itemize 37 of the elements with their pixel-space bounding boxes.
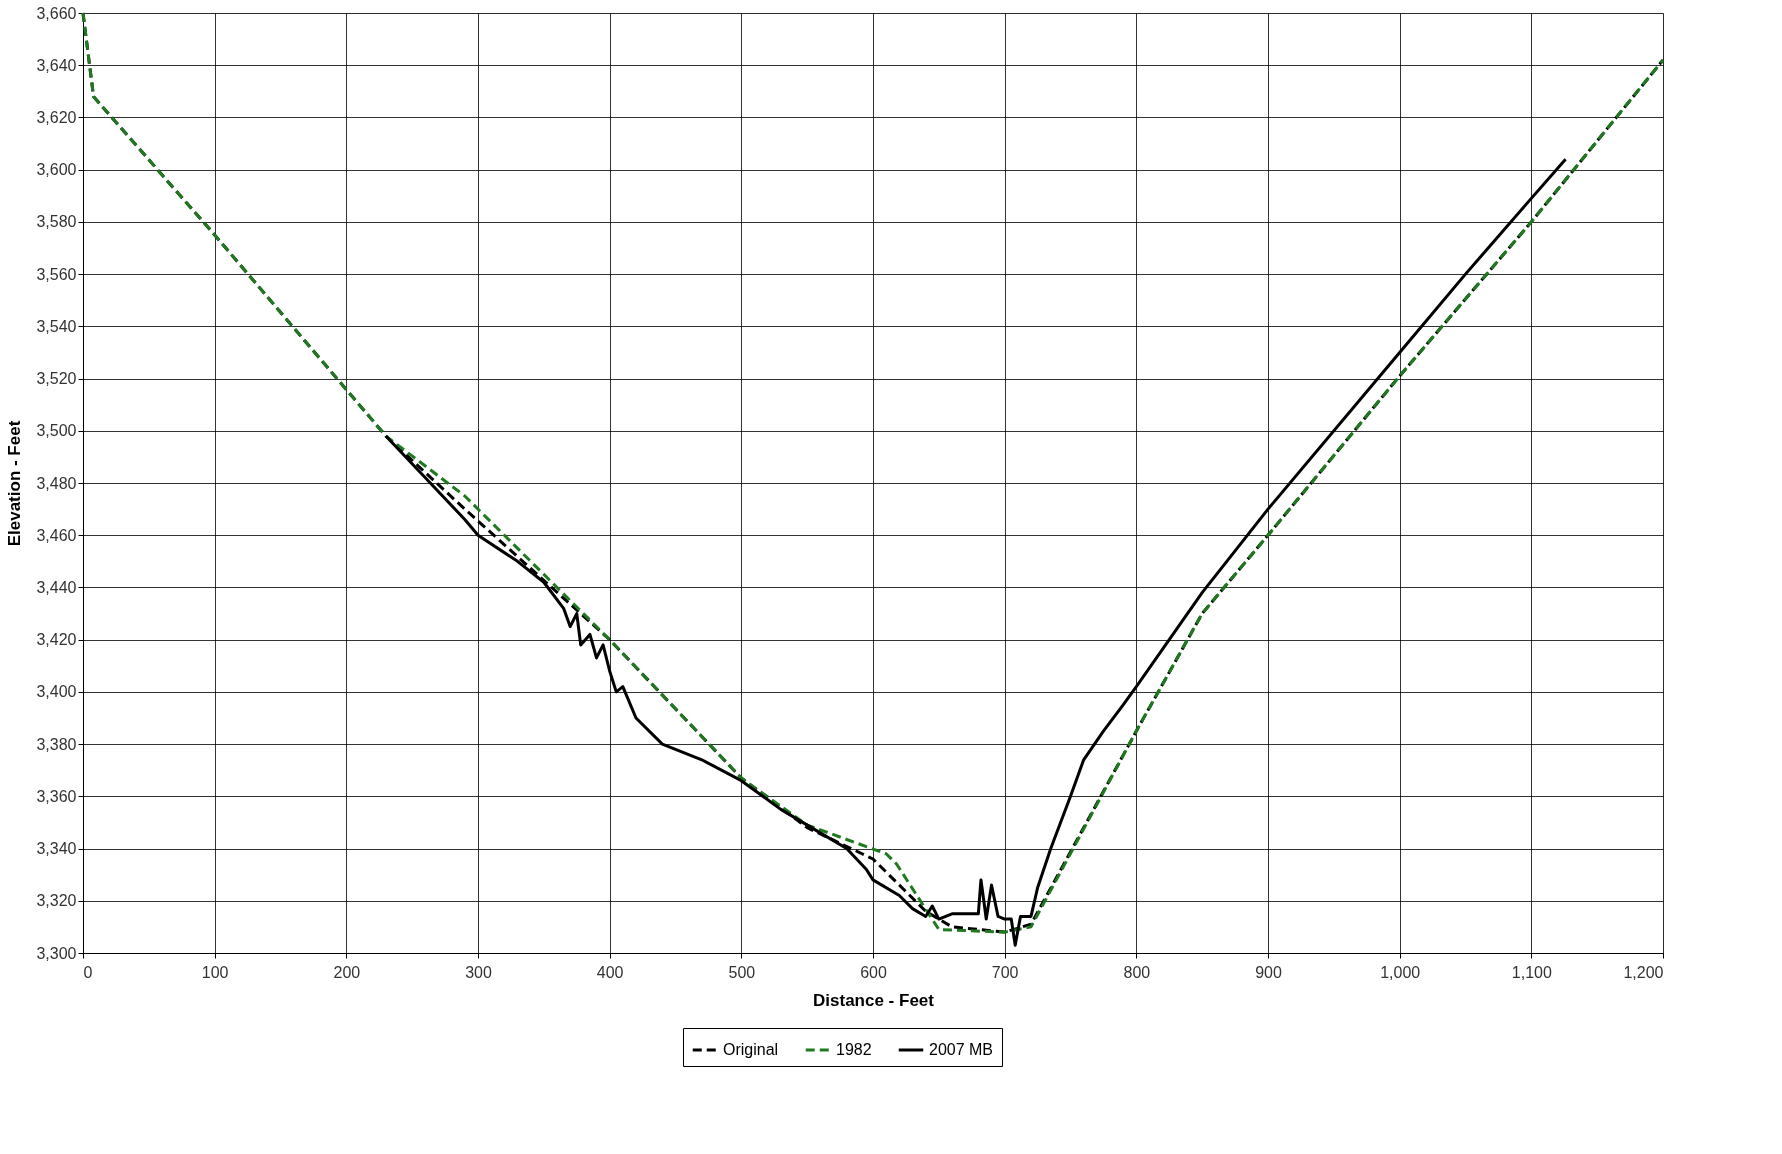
y-tick-label: 3,300 bbox=[36, 944, 77, 962]
y-axis-title: Elevation - Feet bbox=[5, 420, 25, 547]
x-tick-label: 200 bbox=[333, 963, 361, 981]
x-tick-label: 400 bbox=[596, 963, 624, 981]
legend-label: Original bbox=[723, 1041, 779, 1058]
x-tick-label: 700 bbox=[991, 963, 1019, 981]
x-tick-label: 100 bbox=[201, 963, 229, 981]
y-tick-label: 3,520 bbox=[36, 370, 77, 388]
y-tick-label: 3,380 bbox=[36, 735, 77, 753]
y-tick-label: 3,580 bbox=[36, 213, 77, 231]
y-tick-label: 3,400 bbox=[36, 683, 77, 701]
y-tick-label: 3,340 bbox=[36, 840, 77, 858]
y-tick-label: 3,360 bbox=[36, 787, 77, 805]
x-tick-label: 900 bbox=[1255, 963, 1282, 981]
y-tick-label: 3,460 bbox=[36, 526, 77, 544]
legend-label: 1982 bbox=[836, 1041, 872, 1058]
y-tick-label: 3,320 bbox=[36, 892, 77, 910]
x-tick-label: 0 bbox=[83, 963, 93, 981]
y-tick-label: 3,640 bbox=[36, 56, 77, 74]
y-tick-label: 3,560 bbox=[36, 265, 77, 283]
y-tick-label: 3,480 bbox=[36, 474, 77, 492]
x-tick-label: 1,100 bbox=[1511, 963, 1552, 981]
y-tick-label: 3,440 bbox=[36, 578, 77, 596]
x-tick-label: 500 bbox=[728, 963, 756, 981]
x-axis-title: Distance - Feet bbox=[813, 990, 935, 1010]
y-tick-label: 3,540 bbox=[36, 317, 77, 335]
x-tick-label: 1,000 bbox=[1380, 963, 1421, 981]
x-tick-label: 800 bbox=[1123, 963, 1151, 981]
y-tick-label: 3,600 bbox=[36, 161, 77, 179]
legend-label: 2007 MB bbox=[929, 1041, 994, 1058]
y-tick-label: 3,500 bbox=[36, 422, 77, 440]
y-tick-label: 3,420 bbox=[36, 631, 77, 649]
x-tick-label: 300 bbox=[465, 963, 492, 981]
y-tick-label: 3,620 bbox=[36, 108, 77, 126]
x-tick-label: 1,200 bbox=[1623, 963, 1664, 981]
x-tick-label: 600 bbox=[860, 963, 887, 981]
y-tick-label: 3,660 bbox=[36, 4, 77, 22]
